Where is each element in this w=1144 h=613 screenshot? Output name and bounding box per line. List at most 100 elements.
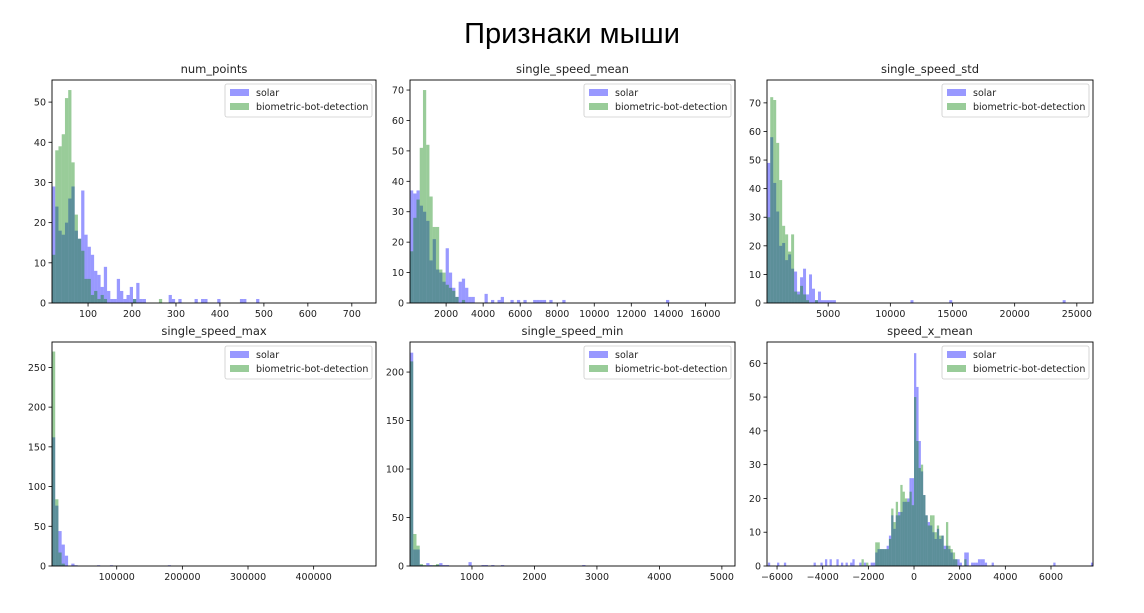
histogram-bar: [422, 90, 427, 303]
histogram-bar: [809, 274, 813, 303]
x-tick-label: −6000: [761, 572, 793, 583]
histogram-bar: [410, 251, 414, 303]
histogram-bar: [500, 565, 505, 566]
legend-label: biometric-bot-detection: [256, 102, 368, 113]
histogram-bar: [832, 300, 836, 303]
histogram-bar: [877, 549, 880, 566]
histogram-bar: [55, 499, 59, 566]
histogram-bar: [442, 565, 446, 566]
y-tick-label: 100: [386, 465, 404, 476]
histogram-bar: [859, 562, 862, 566]
histogram-bar: [909, 491, 912, 566]
series-biometric-bot-detection: [410, 361, 440, 566]
x-tick-label: 8000: [545, 309, 569, 320]
histogram-bar: [914, 397, 917, 566]
histogram-bar: [791, 268, 795, 303]
series-solar: [767, 353, 1093, 566]
histogram-bar: [918, 440, 921, 566]
y-tick-label: 40: [392, 177, 404, 188]
histogram-bar: [61, 563, 65, 566]
histogram-bar: [861, 559, 864, 566]
histogram-bar: [204, 298, 208, 303]
histogram-bar: [55, 206, 59, 303]
histogram-bar: [439, 563, 443, 566]
bars: [52, 351, 172, 566]
legend-label: solar: [973, 88, 996, 99]
y-tick-label: 30: [392, 207, 404, 218]
histogram-bar: [820, 300, 824, 303]
bars: [767, 353, 1093, 566]
histogram-bar: [794, 291, 798, 303]
histogram-bar: [907, 501, 910, 566]
histogram-bar: [770, 137, 774, 303]
histogram-bar: [934, 538, 937, 566]
histogram-bar: [133, 298, 137, 303]
histogram-bar: [1062, 300, 1066, 303]
histogram-bar: [776, 211, 780, 303]
histogram-bar: [484, 565, 488, 566]
histogram-bar: [803, 268, 807, 303]
histogram-bar: [767, 162, 771, 303]
x-tick-label: 100: [79, 309, 97, 320]
y-tick-label: 250: [28, 363, 46, 374]
x-tick-label: 400: [211, 309, 229, 320]
histogram-bar: [542, 299, 547, 303]
histogram-bar: [435, 226, 440, 303]
x-tick-label: 300: [167, 309, 185, 320]
histogram-bar: [779, 245, 783, 303]
histogram-bar: [416, 545, 420, 566]
series-solar: [410, 190, 670, 303]
x-tick-label: 10000: [579, 309, 609, 320]
histogram-bar: [950, 552, 953, 566]
histogram-bar: [178, 298, 182, 303]
histogram-bar: [895, 515, 899, 566]
legend-swatch-biometric-bot-detection: [947, 103, 966, 110]
histogram-bar: [94, 270, 98, 303]
histogram-bar: [491, 299, 495, 303]
histogram-bar: [68, 90, 72, 303]
histogram-bar: [920, 464, 924, 566]
histogram-bar: [465, 287, 469, 303]
histogram-bar: [836, 559, 839, 566]
y-tick-label: 0: [40, 299, 46, 310]
histogram-bar: [58, 531, 62, 566]
histogram-bar: [413, 217, 417, 303]
histogram-bar: [884, 549, 887, 566]
subplot-num-points: num_points 100 200 300 400 500 600 700 0 10 20 30 40…: [34, 62, 377, 320]
y-tick-label: 50: [749, 156, 761, 167]
histogram-bar: [888, 538, 892, 566]
histogram-bar: [413, 534, 417, 566]
histogram-bar: [952, 559, 956, 566]
histogram-bar: [936, 528, 940, 566]
histogram-bar: [955, 559, 958, 566]
histogram-bar: [68, 198, 72, 303]
histogram-bar: [936, 525, 940, 566]
histogram-bar: [81, 190, 85, 303]
x-tick-label: 5000: [816, 309, 840, 320]
histogram-bar: [767, 562, 771, 566]
legend-swatch-solar: [947, 89, 966, 96]
subplot-single-speed-max: single_speed_max 100000 200000 300000 400000…: [28, 324, 377, 583]
histogram-bar: [791, 234, 795, 303]
histogram-bar: [948, 549, 951, 566]
histogram-bar: [964, 559, 967, 566]
histogram-bar: [61, 134, 65, 303]
histogram-bar: [58, 230, 62, 303]
histogram-bar: [239, 298, 244, 303]
histogram-bar: [410, 190, 414, 303]
histogram-bar: [959, 562, 962, 566]
histogram-bar: [870, 562, 873, 566]
histogram-bar: [794, 271, 798, 303]
histogram-bar: [468, 562, 472, 566]
histogram-bar: [84, 234, 88, 303]
bars: [410, 90, 670, 303]
y-tick-label: 150: [386, 416, 404, 427]
histogram-bar: [426, 144, 430, 303]
axes-frame: [766, 341, 1094, 567]
histogram-bar: [812, 288, 815, 303]
histogram-bar: [77, 238, 82, 303]
legend-label: solar: [256, 88, 279, 99]
y-tick-label: 30: [749, 213, 761, 224]
x-tick-label: −4000: [807, 572, 839, 583]
